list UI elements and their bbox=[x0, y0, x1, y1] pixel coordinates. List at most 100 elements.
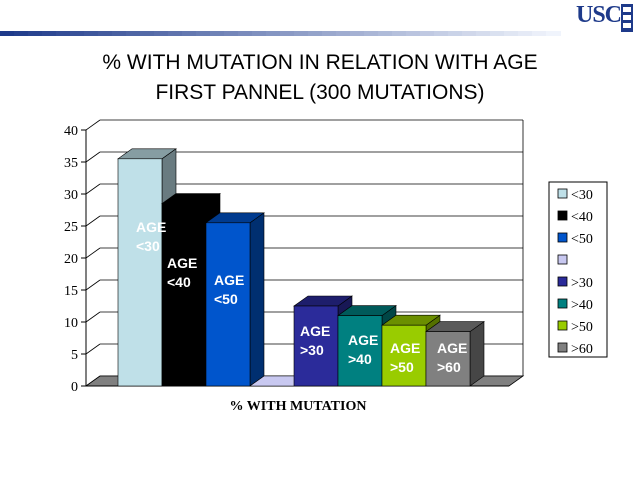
legend-swatch bbox=[557, 342, 568, 353]
bar bbox=[161, 203, 207, 387]
y-tick-label: 30 bbox=[64, 188, 78, 203]
bar-data-label: AGE bbox=[300, 323, 330, 339]
gridline-depth bbox=[85, 151, 101, 163]
header-bar-segment bbox=[434, 31, 449, 36]
header-bar-segment bbox=[0, 31, 15, 36]
bars bbox=[117, 148, 485, 387]
header-bar-segment bbox=[322, 31, 337, 36]
y-tick-label: 5 bbox=[71, 348, 78, 363]
bar bbox=[205, 222, 251, 387]
x-axis-label: % WITH MUTATION bbox=[230, 399, 367, 414]
header-bar-segment bbox=[448, 31, 463, 36]
header-bar-segment bbox=[182, 31, 197, 36]
gridline-depth bbox=[85, 183, 101, 195]
title-line-2: FIRST PANNEL (300 MUTATIONS) bbox=[155, 81, 485, 104]
bar-data-label: AGE bbox=[167, 255, 197, 271]
y-tick-label: 10 bbox=[64, 316, 78, 331]
legend-item: >50 bbox=[557, 320, 593, 335]
header-bar-segment bbox=[140, 31, 155, 36]
legend-item: <40 bbox=[557, 210, 593, 225]
legend-item: >60 bbox=[557, 342, 593, 357]
bar-data-label: AGE bbox=[390, 340, 420, 356]
header-bar-segment bbox=[252, 31, 267, 36]
y-tick-label: 40 bbox=[64, 124, 78, 139]
header-bar-segment bbox=[224, 31, 239, 36]
bar-side bbox=[249, 212, 265, 387]
bar-side bbox=[469, 321, 485, 387]
legend-item: >30 bbox=[557, 276, 593, 291]
gridline-depth bbox=[85, 279, 101, 291]
header-bar-segment bbox=[462, 31, 477, 36]
header-bar-segment bbox=[504, 31, 519, 36]
header-bar-segment bbox=[490, 31, 505, 36]
legend-item: <30 bbox=[557, 188, 593, 203]
header-bar-segment bbox=[84, 31, 99, 36]
header-bar-segment bbox=[42, 31, 57, 36]
header-bar-segment bbox=[350, 31, 365, 36]
header-decoration bbox=[0, 31, 561, 36]
legend-swatch bbox=[557, 232, 568, 243]
legend-label: >50 bbox=[571, 320, 593, 335]
bar-data-label: AGE bbox=[348, 332, 378, 348]
gridline-depth bbox=[85, 119, 101, 131]
header-bar-segment bbox=[280, 31, 295, 36]
header-bar-segment bbox=[112, 31, 127, 36]
header-bar-segment bbox=[154, 31, 169, 36]
y-tick-label: 20 bbox=[64, 252, 78, 267]
gridline-depth bbox=[85, 215, 101, 227]
header-bar-segment bbox=[126, 31, 141, 36]
header-bar-segment bbox=[518, 31, 533, 36]
title-line-1: % WITH MUTATION IN RELATION WITH AGE bbox=[102, 51, 538, 74]
legend-label: >40 bbox=[571, 298, 593, 313]
header-bar-segment bbox=[476, 31, 491, 36]
header-bar-segment bbox=[308, 31, 323, 36]
header-bar-segment bbox=[56, 31, 71, 36]
legend-swatch bbox=[557, 188, 568, 199]
logo-crest-icon bbox=[621, 4, 633, 32]
legend-swatch bbox=[557, 298, 568, 309]
legend-item bbox=[557, 254, 568, 265]
legend-item: >40 bbox=[557, 298, 593, 313]
bar bbox=[425, 331, 471, 387]
bar-data-label: <40 bbox=[167, 274, 191, 290]
legend-label: >60 bbox=[571, 342, 593, 357]
header-bar-segment bbox=[392, 31, 407, 36]
bar-group bbox=[205, 212, 265, 387]
header-bar-segment bbox=[238, 31, 253, 36]
header-bar-segment bbox=[168, 31, 183, 36]
bar-data-label: AGE bbox=[214, 272, 244, 288]
bar bbox=[293, 305, 339, 387]
bar-data-label: AGE bbox=[136, 219, 166, 235]
legend-swatch bbox=[557, 276, 568, 287]
legend-label: <30 bbox=[571, 188, 593, 203]
header-bar-segment bbox=[210, 31, 225, 36]
bar bbox=[117, 158, 163, 387]
gridline-depth bbox=[85, 247, 101, 259]
legend-label: <50 bbox=[571, 232, 593, 247]
legend-swatch bbox=[557, 254, 568, 265]
legend-item: <50 bbox=[557, 232, 593, 247]
gridline-depth bbox=[85, 343, 101, 355]
legend-label: <40 bbox=[571, 210, 593, 225]
header-bar-segment bbox=[98, 31, 113, 36]
legend: <30 <40 <50 >30 >40 >50 >60 bbox=[548, 181, 608, 358]
y-tick-label: 35 bbox=[64, 156, 78, 171]
legend-swatch bbox=[557, 210, 568, 221]
bar bbox=[381, 324, 427, 387]
bar-data-label: >40 bbox=[348, 351, 372, 367]
y-tick-label: 25 bbox=[64, 220, 78, 235]
bar-data-label: >50 bbox=[390, 359, 414, 375]
header-bar-segment bbox=[14, 31, 29, 36]
bar-data-label: <30 bbox=[136, 238, 160, 254]
gridline-depth bbox=[85, 311, 101, 323]
header-bar-segment bbox=[378, 31, 393, 36]
header-bar-segment bbox=[420, 31, 435, 36]
header-bar-segment bbox=[70, 31, 85, 36]
header-bar-segment bbox=[406, 31, 421, 36]
bar bbox=[337, 315, 383, 387]
header-bar-segment bbox=[364, 31, 379, 36]
header-bar-segment bbox=[28, 31, 43, 36]
y-tick-label: 15 bbox=[64, 284, 78, 299]
bar-group bbox=[425, 321, 485, 387]
